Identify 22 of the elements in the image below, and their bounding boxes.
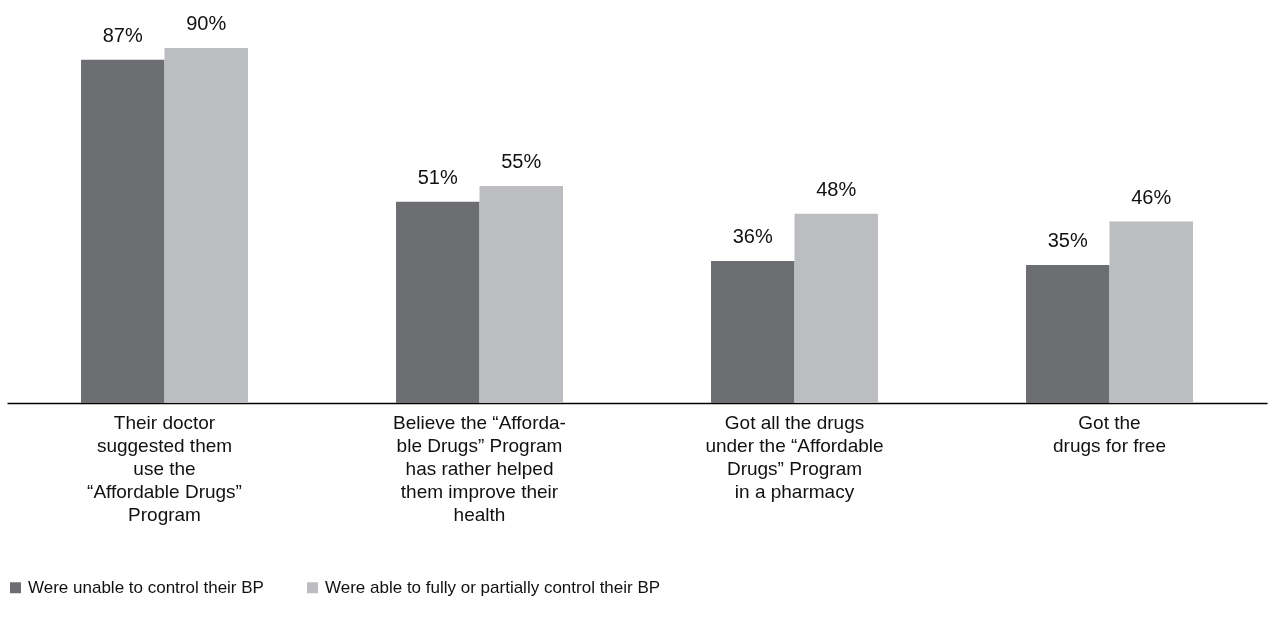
bar — [794, 213, 878, 403]
data-label: 46% — [1131, 185, 1172, 208]
bar — [1109, 221, 1193, 403]
x-tick-label: Their doctor suggested them use the “Affordable Drugs” Program — [87, 411, 242, 525]
x-tick-label: Believe the “Afforda- ble Drugs” Program has rather helped them improve their health — [393, 411, 566, 525]
bar — [711, 261, 795, 403]
bar — [164, 48, 248, 403]
data-label: 55% — [501, 150, 542, 173]
data-label: 35% — [1047, 228, 1088, 251]
bar — [396, 201, 480, 403]
data-label: 51% — [417, 165, 458, 188]
x-tick-label: Got the drugs for free — [1053, 411, 1166, 456]
data-label: 90% — [186, 12, 227, 34]
legend-label: Were able to fully or partially control their BP — [325, 577, 661, 597]
bar — [81, 59, 165, 403]
legend-label: Were unable to control their BP — [28, 577, 264, 597]
bar — [479, 186, 563, 403]
data-label: 36% — [732, 225, 773, 247]
data-label: 48% — [816, 177, 857, 200]
x-tick-label: Got all the drugs under the “Affordable Drugs” Program in a pharmacy — [705, 411, 884, 502]
data-label: 87% — [102, 23, 143, 46]
bar — [1026, 264, 1110, 403]
